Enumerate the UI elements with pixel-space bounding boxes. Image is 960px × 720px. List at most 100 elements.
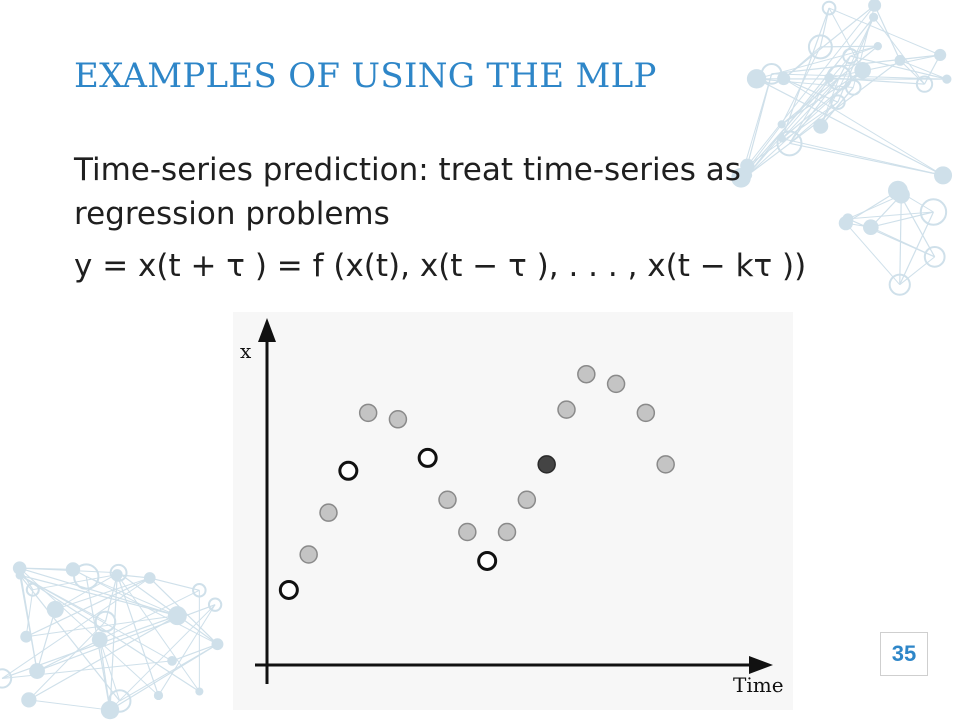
network-link — [850, 45, 878, 57]
network-link — [756, 78, 854, 88]
network-link — [899, 256, 935, 286]
y-axis-arrow — [258, 318, 276, 342]
network-node — [873, 41, 883, 51]
network-link — [25, 577, 151, 638]
network-node — [813, 118, 829, 134]
network-node — [869, 12, 879, 22]
network-link — [829, 54, 941, 79]
network-node — [94, 610, 117, 633]
network-node — [100, 700, 120, 720]
data-point — [606, 374, 626, 394]
input-point — [417, 447, 438, 468]
network-link — [783, 78, 944, 176]
network-link — [19, 567, 73, 571]
network-link — [756, 78, 944, 176]
network-link — [36, 609, 56, 672]
network-node — [892, 186, 910, 204]
network-link — [847, 194, 902, 220]
network-node — [153, 690, 164, 701]
data-point — [438, 490, 457, 510]
data-point — [299, 545, 318, 564]
network-link — [109, 574, 118, 711]
data-point — [358, 403, 378, 423]
network-link — [820, 45, 878, 48]
plot-axes: x Time — [240, 318, 784, 697]
data-point — [577, 364, 596, 384]
network-node — [821, 0, 837, 16]
network-link — [28, 621, 106, 701]
network-node — [167, 606, 187, 626]
data-point — [656, 455, 675, 474]
input-point — [278, 579, 299, 600]
network-link — [870, 226, 935, 258]
network-node — [29, 663, 45, 679]
network-node — [776, 130, 803, 157]
network-link — [746, 73, 773, 166]
network-link — [899, 59, 925, 85]
x-axis-arrow — [749, 656, 773, 674]
page-number: 35 — [880, 632, 928, 676]
plot-points — [278, 364, 675, 600]
slide-title: EXAMPLES OF USING THE MLP — [74, 56, 657, 96]
network-link — [847, 211, 934, 220]
network-link — [747, 16, 875, 176]
network-node — [842, 48, 859, 65]
network-node — [111, 569, 123, 581]
network-node — [854, 62, 871, 79]
input-point — [338, 460, 359, 481]
network-link — [820, 77, 840, 127]
network-node — [21, 692, 37, 708]
network-node — [15, 570, 25, 580]
network-link — [1, 660, 173, 679]
network-link — [109, 643, 218, 711]
network-node — [195, 687, 204, 696]
network-link — [19, 575, 38, 672]
network-node — [919, 198, 948, 226]
network-node — [868, 0, 882, 12]
network-node — [65, 562, 81, 577]
network-link — [28, 699, 111, 711]
network-node — [109, 563, 128, 582]
network-node — [211, 638, 224, 651]
network-link — [873, 16, 925, 85]
network-node — [777, 120, 786, 129]
network-node — [830, 94, 846, 110]
x-axis-label: Time — [733, 673, 784, 697]
network-link — [746, 5, 876, 167]
network-node — [742, 170, 753, 180]
y-axis-label: x — [240, 339, 252, 363]
network-link — [19, 574, 106, 623]
data-point — [517, 490, 537, 510]
bullet-text-time-series: Time-series prediction: treat time-serie… — [74, 152, 741, 232]
network-link — [850, 55, 947, 80]
network-link — [36, 639, 100, 672]
network-node — [894, 54, 906, 66]
network-node — [91, 631, 108, 648]
network-link — [771, 54, 941, 75]
network-link — [19, 574, 178, 617]
network-node — [167, 656, 177, 666]
network-link — [789, 101, 839, 144]
network-link — [25, 589, 34, 637]
network-node — [915, 75, 934, 93]
target-point — [537, 455, 556, 474]
network-link — [158, 604, 216, 696]
network-link — [820, 16, 875, 127]
network-link — [845, 222, 901, 286]
network-node — [12, 561, 27, 575]
network-link — [28, 615, 178, 701]
network-link — [1, 577, 151, 679]
network-node — [923, 245, 946, 268]
data-point — [497, 522, 517, 542]
network-link — [19, 567, 178, 617]
network-node — [942, 74, 952, 84]
network-link — [86, 576, 178, 617]
network-link — [171, 643, 218, 662]
network-node — [73, 563, 100, 590]
data-point — [319, 503, 338, 522]
network-node — [192, 583, 207, 598]
network-link — [149, 577, 200, 591]
input-point — [477, 550, 498, 571]
network-node — [46, 600, 64, 618]
